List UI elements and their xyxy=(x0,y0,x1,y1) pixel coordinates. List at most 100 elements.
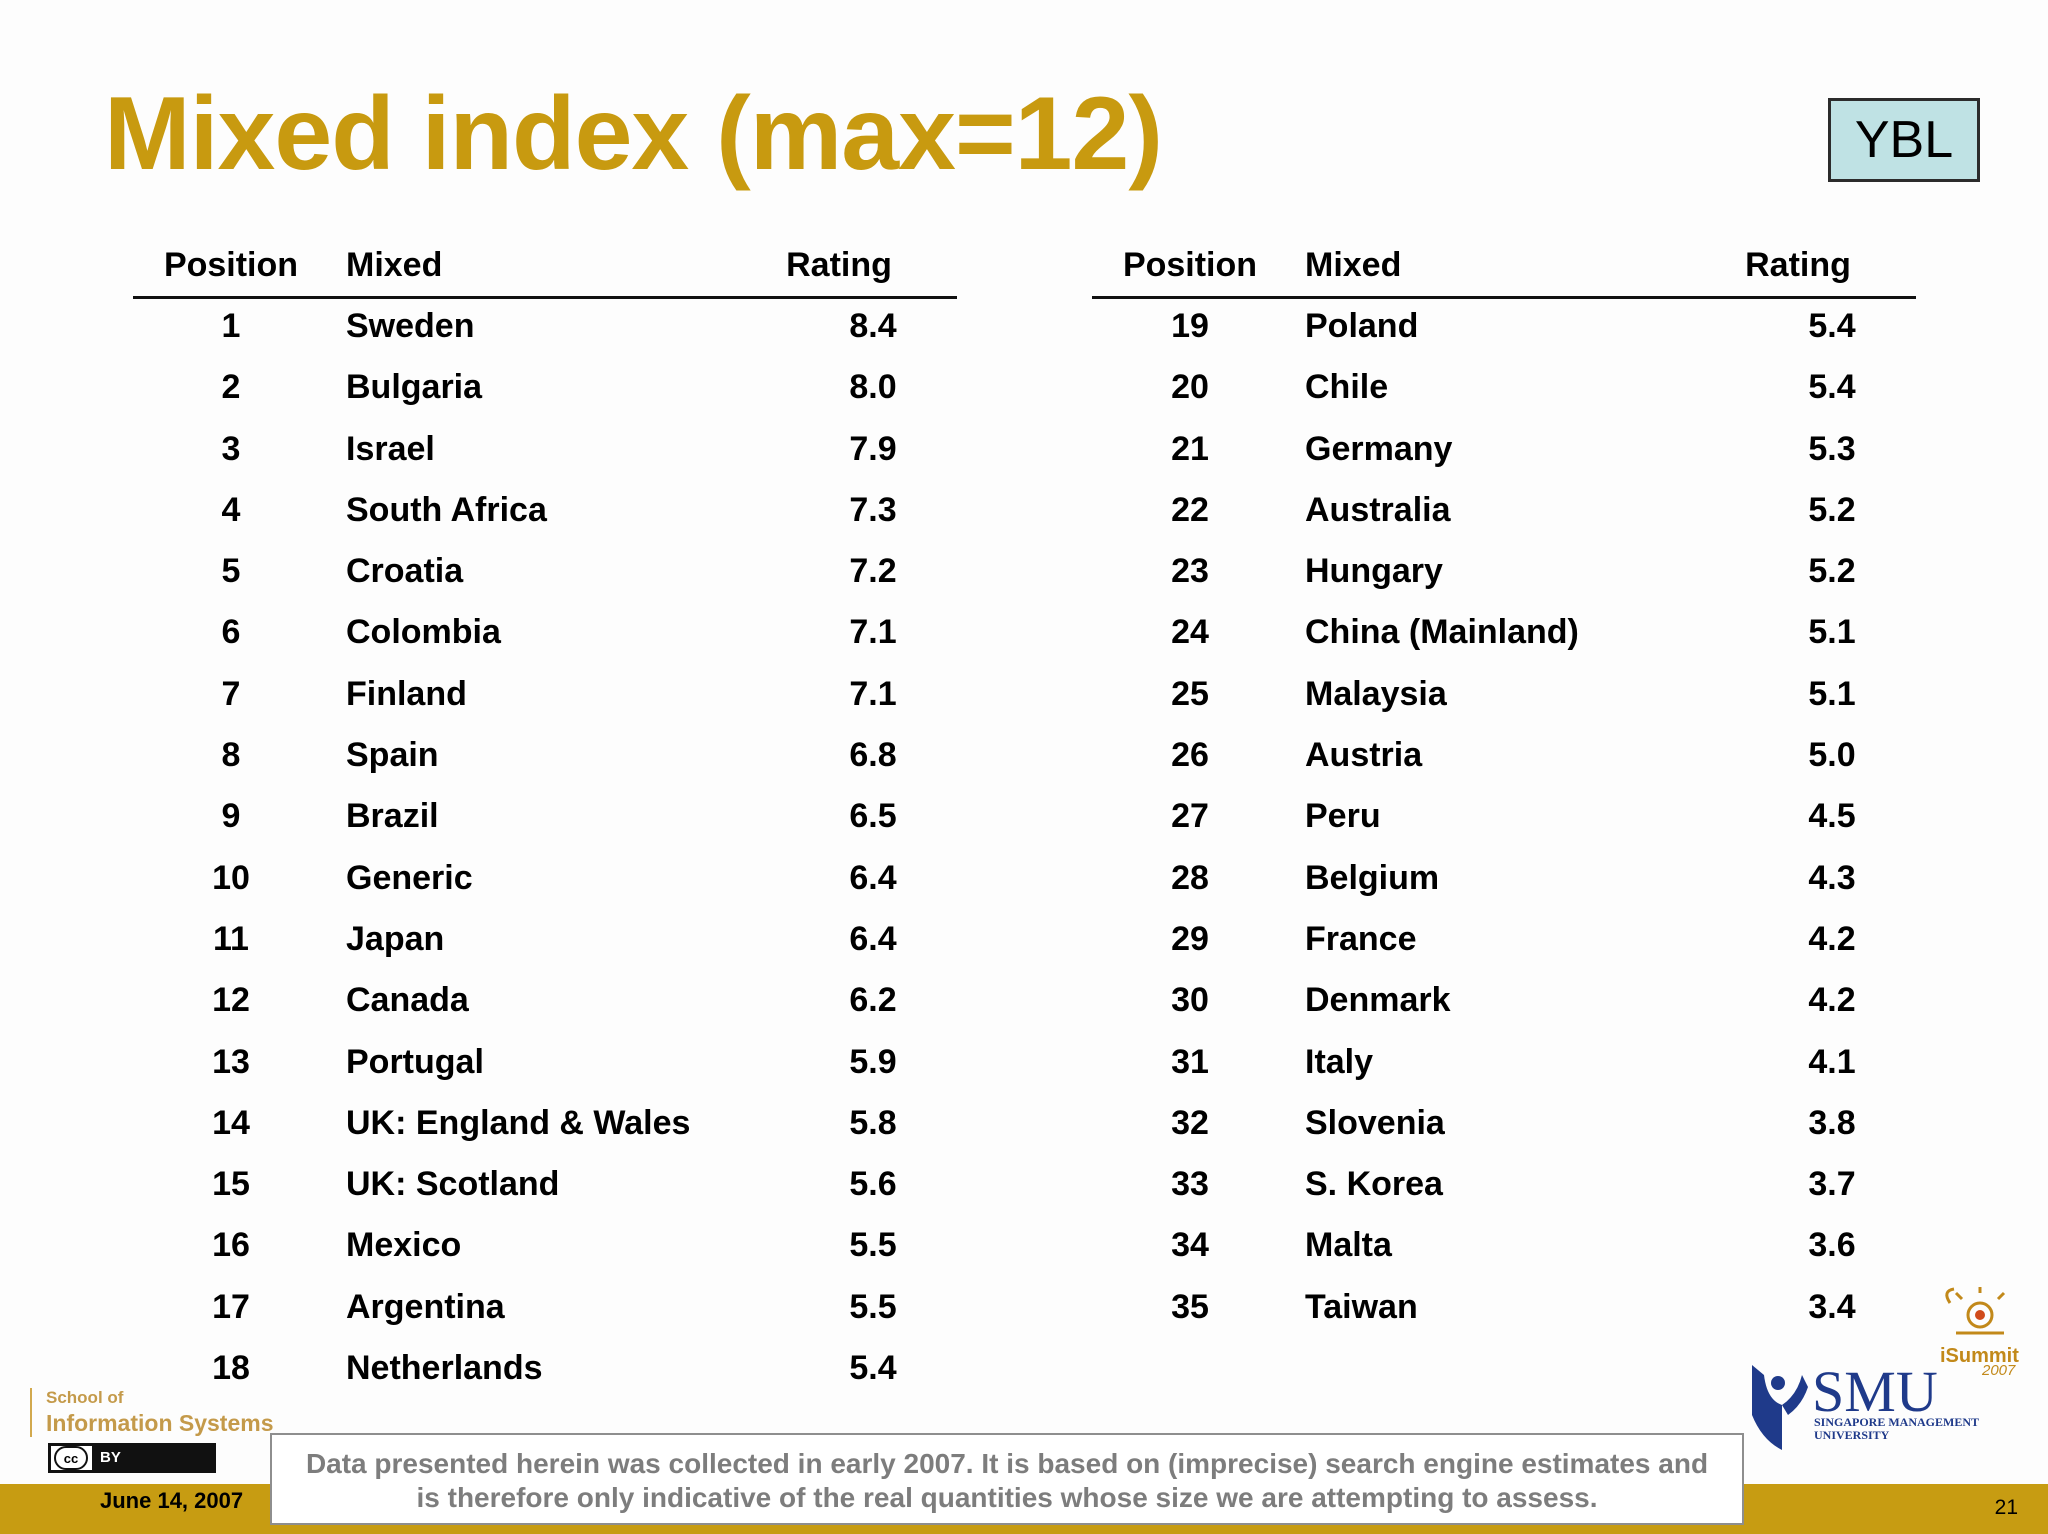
table-row: 32 Slovenia 3.8 xyxy=(1092,1096,1916,1157)
table-row: 35 Taiwan 3.4 xyxy=(1092,1280,1916,1341)
table-row: 20 Chile 5.4 xyxy=(1092,360,1916,421)
cell-position: 13 xyxy=(212,1042,250,1081)
disclaimer-box: Data presented herein was collected in e… xyxy=(270,1433,1744,1525)
cell-position: 27 xyxy=(1171,797,1209,836)
cell-rating: 5.2 xyxy=(1808,490,1856,529)
cell-rating: 5.2 xyxy=(1808,552,1856,591)
cc-license-badge: cc BY xyxy=(48,1443,216,1473)
cell-country: France xyxy=(1305,919,1417,958)
smu-lion-icon xyxy=(1752,1365,1808,1450)
cell-country: Peru xyxy=(1305,797,1381,836)
table-row: 17 Argentina 5.5 xyxy=(133,1280,957,1341)
cell-country: Colombia xyxy=(346,613,501,652)
cell-rating: 5.4 xyxy=(1808,368,1856,407)
cell-position: 1 xyxy=(221,307,241,345)
cell-rating: 5.6 xyxy=(849,1165,897,1204)
table-row: 11 Japan 6.4 xyxy=(133,912,957,973)
table-row: 31 Italy 4.1 xyxy=(1092,1035,1916,1096)
cell-country: Canada xyxy=(346,981,469,1020)
cell-position: 29 xyxy=(1171,919,1209,958)
page-title: Mixed index (max=12) xyxy=(104,76,1163,192)
cell-country: Italy xyxy=(1305,1042,1374,1081)
table-row: 21 Germany 5.3 xyxy=(1092,422,1916,483)
cell-country: S. Korea xyxy=(1305,1165,1443,1204)
isummit-icon xyxy=(1945,1287,2006,1335)
cell-country: Taiwan xyxy=(1305,1287,1418,1326)
table-row: 2 Bulgaria 8.0 xyxy=(133,360,957,421)
cell-country: Croatia xyxy=(346,552,464,591)
table-row: 3 Israel 7.9 xyxy=(133,422,957,483)
cell-country: Spain xyxy=(346,736,439,775)
cell-position: 18 xyxy=(212,1349,250,1388)
cell-rating: 6.4 xyxy=(849,919,897,958)
header-rating: Rating xyxy=(1745,246,1851,284)
cell-position: 24 xyxy=(1171,613,1209,652)
cell-position: 12 xyxy=(212,981,250,1020)
cell-position: 3 xyxy=(221,429,241,468)
table-body: 19 Poland 5.4 20 Chile 5.4 21 Germany 5.3 22 Austr… xyxy=(1092,299,1916,1341)
smu-subtitle-line-1: SINGAPORE MANAGEMENT xyxy=(1814,1415,1980,1429)
table-row: 9 Brazil 6.5 xyxy=(133,789,957,850)
table-row: 5 Croatia 7.2 xyxy=(133,544,957,605)
cell-position: 20 xyxy=(1171,368,1209,407)
cell-rating: 5.5 xyxy=(849,1226,897,1265)
cell-position: 11 xyxy=(213,919,249,958)
cell-country: Denmark xyxy=(1305,981,1451,1020)
cell-rating: 5.0 xyxy=(1808,736,1856,775)
table-row: 30 Denmark 4.2 xyxy=(1092,973,1916,1034)
school-logo: School of Information Systems xyxy=(30,1388,274,1437)
header-position: Position xyxy=(1122,246,1258,284)
table-header: Position Mixed Rating xyxy=(133,240,957,299)
cell-rating: 4.2 xyxy=(1808,919,1856,958)
cell-country: Brazil xyxy=(346,797,439,836)
table-row: 27 Peru 4.5 xyxy=(1092,789,1916,850)
table-row: 13 Portugal 5.9 xyxy=(133,1035,957,1096)
cell-position: 22 xyxy=(1171,490,1209,529)
cell-rating: 8.4 xyxy=(849,307,897,345)
cell-country: Mexico xyxy=(346,1226,462,1265)
cell-country: Germany xyxy=(1305,429,1453,468)
page-number: 21 xyxy=(1994,1496,2018,1519)
table-row: 10 Generic 6.4 xyxy=(133,851,957,912)
cell-position: 21 xyxy=(1171,429,1209,468)
cell-rating: 4.2 xyxy=(1808,981,1856,1020)
isummit-label: iSummit xyxy=(1940,1345,2019,1367)
table-body: 1 Sweden 8.4 2 Bulgaria 8.0 3 Israel 7.9 4 South A… xyxy=(133,299,957,1402)
by-label: BY xyxy=(92,1446,213,1470)
table-row: 1 Sweden 8.4 xyxy=(133,299,957,360)
disclaimer-line-1: Data presented herein was collected in e… xyxy=(305,1448,1709,1479)
footer-date: June 14, 2007 xyxy=(100,1488,244,1513)
cell-rating: 5.4 xyxy=(849,1349,897,1388)
cell-position: 10 xyxy=(212,858,250,897)
cell-rating: 5.1 xyxy=(1808,674,1856,713)
cell-rating: 5.4 xyxy=(1808,307,1856,345)
cell-country: UK: Scotland xyxy=(346,1165,560,1204)
cell-rating: 7.3 xyxy=(849,490,897,529)
table-row: 19 Poland 5.4 xyxy=(1092,299,1916,360)
table-row: 26 Austria 5.0 xyxy=(1092,728,1916,789)
cell-country: Australia xyxy=(1305,490,1451,529)
table-row: 22 Australia 5.2 xyxy=(1092,483,1916,544)
cell-position: 9 xyxy=(221,797,241,836)
cell-country: Hungary xyxy=(1305,552,1443,591)
table-row: 12 Canada 6.2 xyxy=(133,973,957,1034)
table-row: 25 Malaysia 5.1 xyxy=(1092,667,1916,728)
cell-country: Sweden xyxy=(346,307,475,345)
header-mixed: Mixed xyxy=(1305,246,1402,284)
cell-position: 2 xyxy=(221,368,241,407)
smu-wordmark: SMU xyxy=(1812,1359,1938,1424)
cell-country: Generic xyxy=(346,858,473,897)
cell-rating: 7.1 xyxy=(849,613,897,652)
cell-position: 23 xyxy=(1171,552,1209,591)
cell-country: Argentina xyxy=(346,1287,505,1326)
smu-subtitle: SINGAPORE MANAGEMENT UNIVERSITY xyxy=(1814,1416,1979,1442)
table-row: 4 South Africa 7.3 xyxy=(133,483,957,544)
table-row: 24 China (Mainland) 5.1 xyxy=(1092,605,1916,666)
cell-country: Netherlands xyxy=(346,1349,543,1388)
cell-rating: 4.3 xyxy=(1808,858,1856,897)
ybl-badge: YBL xyxy=(1828,98,1980,182)
cell-position: 7 xyxy=(221,674,241,713)
cell-position: 8 xyxy=(221,736,241,775)
cell-country: Portugal xyxy=(346,1042,484,1081)
cell-rating: 4.5 xyxy=(1808,797,1856,836)
